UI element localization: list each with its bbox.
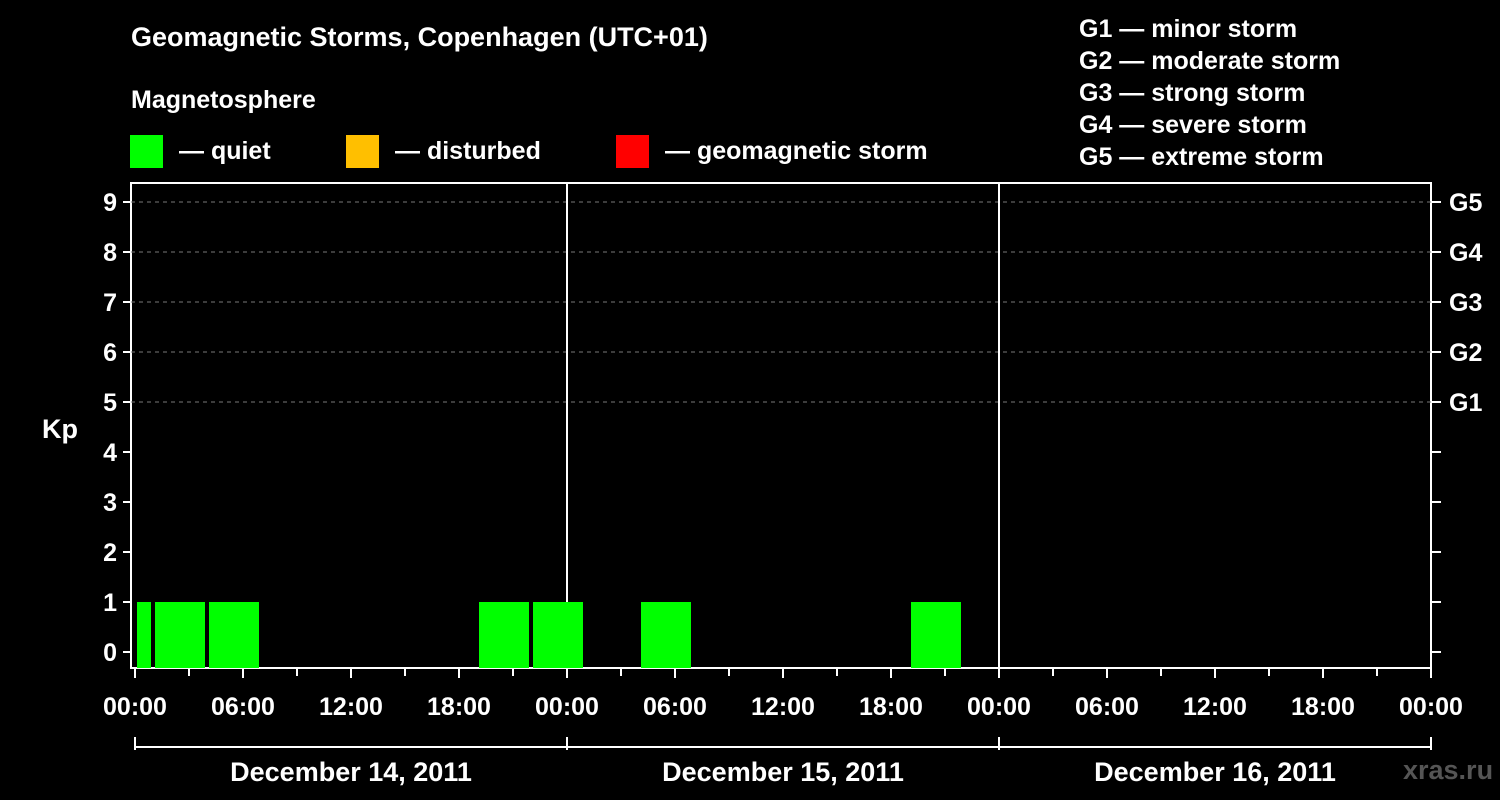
storm-scale-g4: G4 — severe storm (1079, 111, 1307, 139)
kp-bar (911, 602, 961, 668)
y-tick-label: 8 (103, 239, 117, 267)
day-label: December 16, 2011 (1094, 757, 1336, 787)
legend-swatch-disturbed (346, 134, 379, 168)
x-tick-label: 18:00 (1291, 693, 1355, 721)
storm-scale-g5: G5 — extreme storm (1079, 143, 1324, 171)
y-tick-label: 6 (103, 339, 117, 367)
legend-swatch-storm (616, 134, 649, 168)
plot-frame (130, 182, 1432, 669)
legend-item-quiet: — quiet (130, 134, 271, 168)
storm-scale-g3: G3 — strong storm (1079, 79, 1306, 107)
y-axis-label: Kp (42, 414, 78, 444)
x-tick-label: 06:00 (1075, 693, 1139, 721)
y-tick-label: 9 (103, 189, 117, 217)
watermark: xras.ru (1403, 755, 1494, 785)
x-tick-label: 00:00 (103, 693, 167, 721)
x-tick-label: 12:00 (751, 693, 815, 721)
y-tick-label: 2 (103, 539, 117, 567)
x-tick-label: 00:00 (535, 693, 599, 721)
y-tick-label: 7 (103, 289, 117, 317)
kp-bar (533, 602, 583, 668)
y-tick-label: 1 (103, 589, 117, 617)
kp-bar (209, 602, 259, 668)
legend-heading: Magnetosphere (131, 86, 316, 114)
day-label: December 15, 2011 (662, 757, 904, 787)
y-tick-label: 5 (103, 389, 117, 417)
x-tick-label: 12:00 (319, 693, 383, 721)
x-tick-label: 12:00 (1183, 693, 1247, 721)
legend-swatch-quiet (130, 134, 163, 168)
legend-item-storm: — geomagnetic storm (616, 134, 928, 168)
kp-bar (479, 602, 529, 668)
storm-scale-g1: G1 — minor storm (1079, 15, 1298, 43)
right-axis-label-g4: G4 (1449, 239, 1482, 267)
right-axis-label-g5: G5 (1449, 189, 1482, 217)
y-tick-label: 4 (103, 439, 117, 467)
chart-title: Geomagnetic Storms, Copenhagen (UTC+01) (131, 22, 708, 52)
day-label: December 14, 2011 (230, 757, 472, 787)
legend-label-quiet: — quiet (179, 136, 271, 165)
storm-scale-list: G1 — minor storm G2 — moderate storm G3 … (1079, 13, 1340, 173)
y-tick-label: 0 (103, 639, 117, 667)
legend-label-disturbed: — disturbed (395, 136, 541, 165)
kp-bar (641, 602, 691, 668)
x-tick-label: 06:00 (643, 693, 707, 721)
kp-bar (155, 602, 205, 668)
x-tick-label: 00:00 (967, 693, 1031, 721)
legend-item-disturbed: — disturbed (346, 134, 541, 168)
right-axis-label-g2: G2 (1449, 339, 1482, 367)
y-tick-label: 3 (103, 489, 117, 517)
x-tick-label: 18:00 (859, 693, 923, 721)
legend-label-storm: — geomagnetic storm (665, 136, 928, 165)
right-axis-label-g3: G3 (1449, 289, 1482, 317)
x-tick-label: 18:00 (427, 693, 491, 721)
x-tick-label: 00:00 (1399, 693, 1463, 721)
kp-bar (137, 602, 151, 668)
right-axis-label-g1: G1 (1449, 389, 1482, 417)
x-tick-label: 06:00 (211, 693, 275, 721)
storm-scale-g2: G2 — moderate storm (1079, 47, 1341, 75)
